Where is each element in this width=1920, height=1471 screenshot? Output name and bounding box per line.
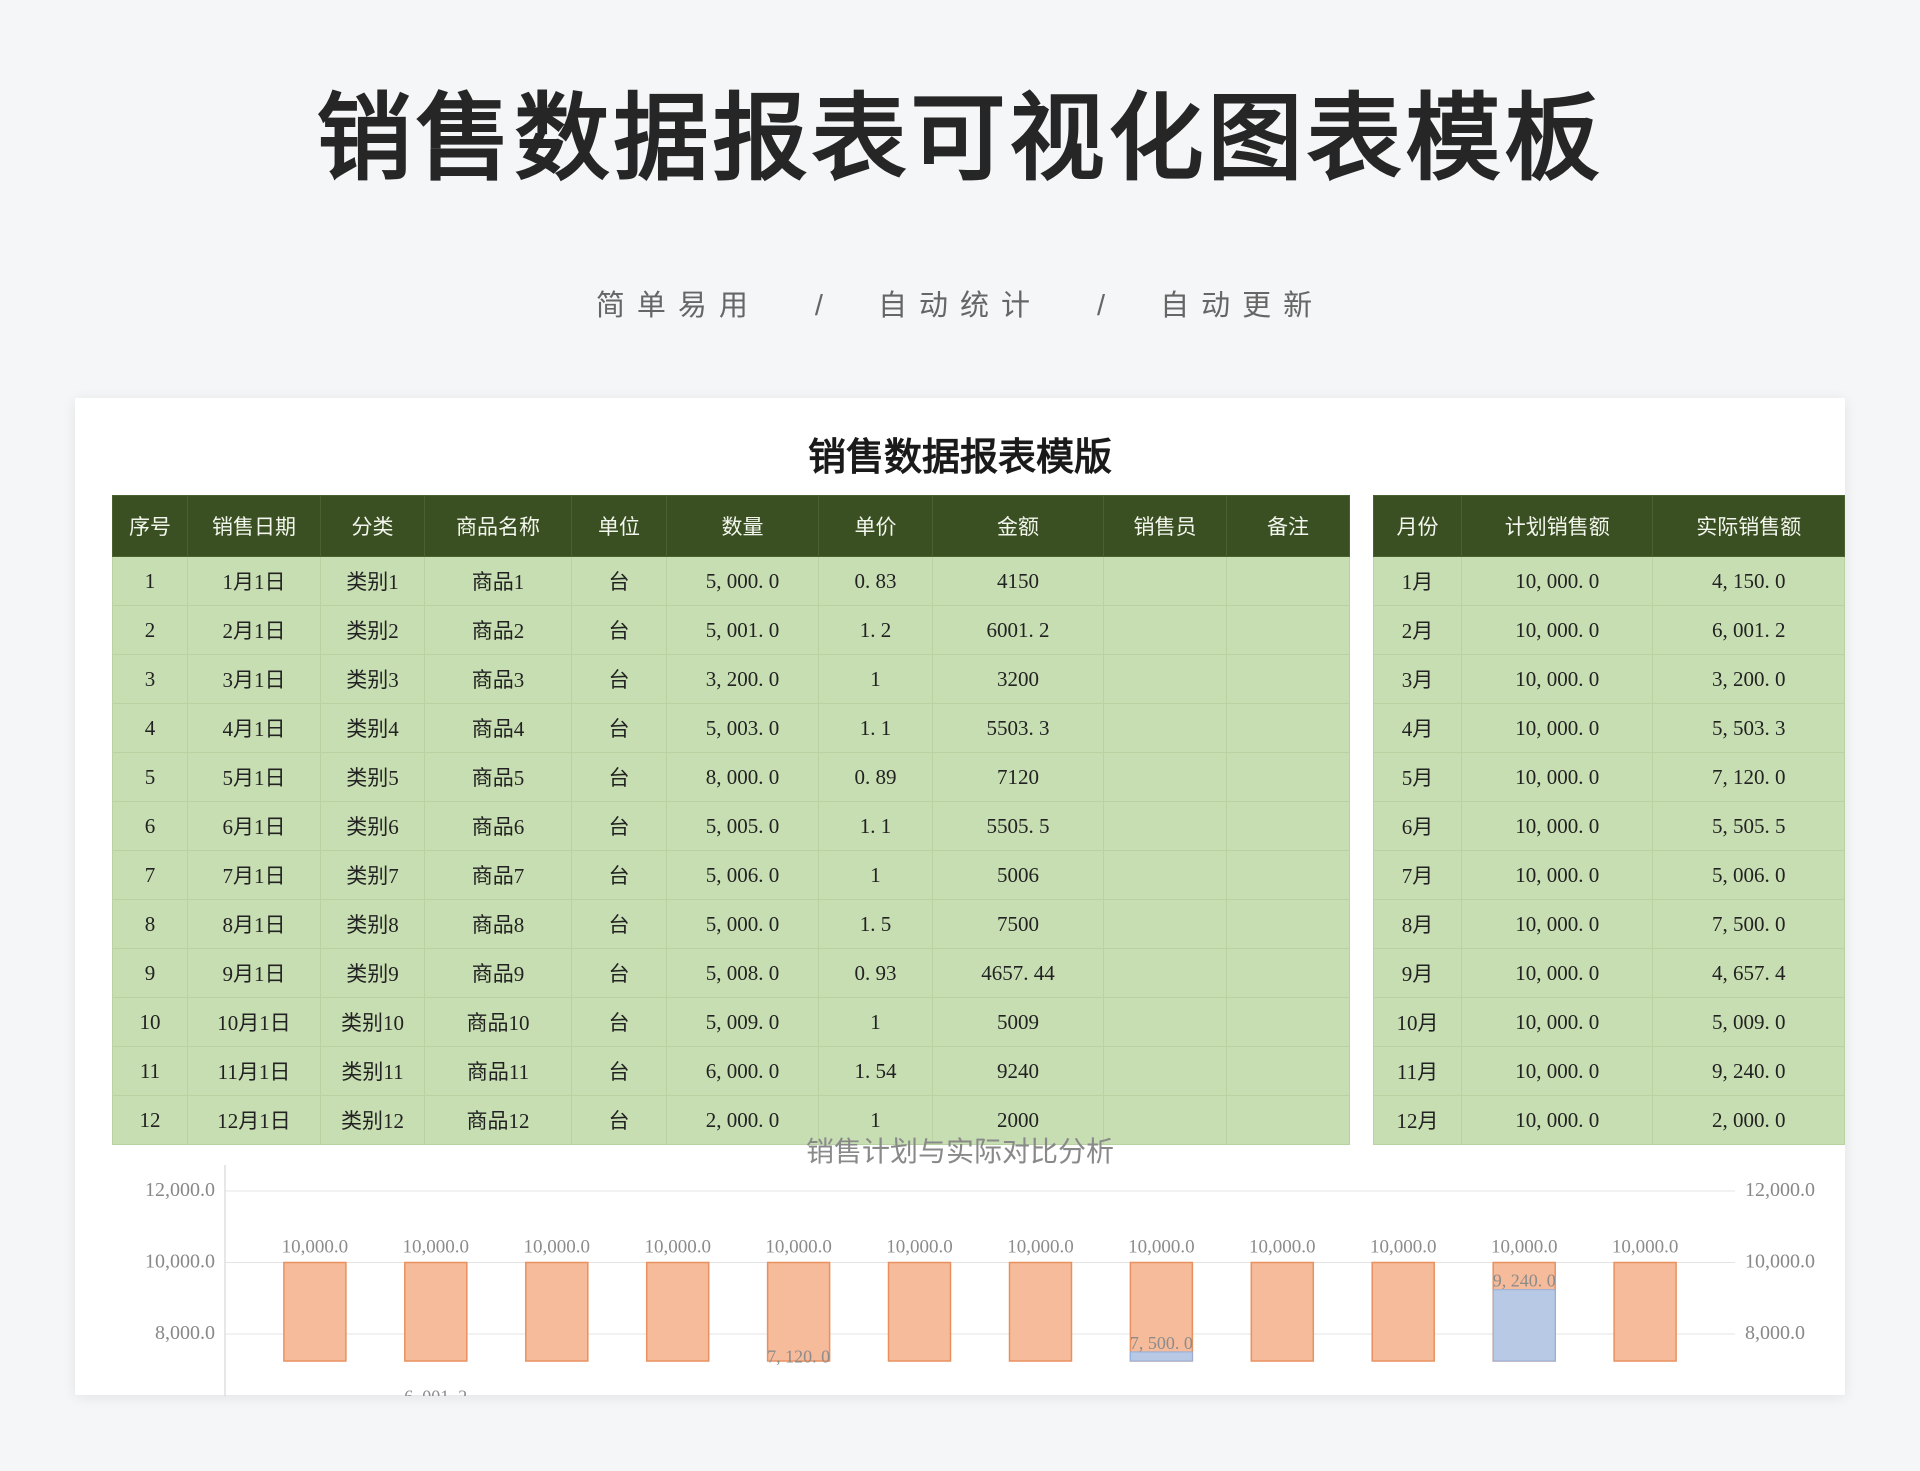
svg-text:10,000.0: 10,000.0 bbox=[524, 1237, 591, 1258]
svg-text:10,000.0: 10,000.0 bbox=[765, 1237, 832, 1258]
svg-text:10,000.0: 10,000.0 bbox=[1612, 1237, 1679, 1258]
svg-text:9, 240. 0: 9, 240. 0 bbox=[1493, 1271, 1556, 1291]
svg-text:7, 500. 0: 7, 500. 0 bbox=[1130, 1333, 1193, 1353]
svg-text:10,000.0: 10,000.0 bbox=[1007, 1237, 1074, 1258]
svg-text:10,000.0: 10,000.0 bbox=[1491, 1237, 1558, 1258]
svg-text:10,000.0: 10,000.0 bbox=[644, 1237, 711, 1258]
svg-text:10,000.0: 10,000.0 bbox=[1370, 1237, 1437, 1258]
svg-text:6, 001. 2: 6, 001. 2 bbox=[404, 1387, 467, 1397]
svg-text:8,000.0: 8,000.0 bbox=[155, 1322, 215, 1344]
svg-text:10,000.0: 10,000.0 bbox=[403, 1237, 470, 1258]
svg-text:10,000.0: 10,000.0 bbox=[282, 1237, 349, 1258]
svg-text:7, 120. 0: 7, 120. 0 bbox=[767, 1347, 830, 1367]
svg-text:10,000.0: 10,000.0 bbox=[1745, 1251, 1815, 1273]
svg-text:12,000.0: 12,000.0 bbox=[1745, 1179, 1815, 1201]
svg-text:12,000.0: 12,000.0 bbox=[145, 1179, 215, 1201]
svg-text:10,000.0: 10,000.0 bbox=[886, 1237, 953, 1258]
svg-text:10,000.0: 10,000.0 bbox=[1128, 1237, 1195, 1258]
svg-text:8,000.0: 8,000.0 bbox=[1745, 1322, 1805, 1344]
svg-text:10,000.0: 10,000.0 bbox=[1249, 1237, 1316, 1258]
svg-text:10,000.0: 10,000.0 bbox=[145, 1251, 215, 1273]
